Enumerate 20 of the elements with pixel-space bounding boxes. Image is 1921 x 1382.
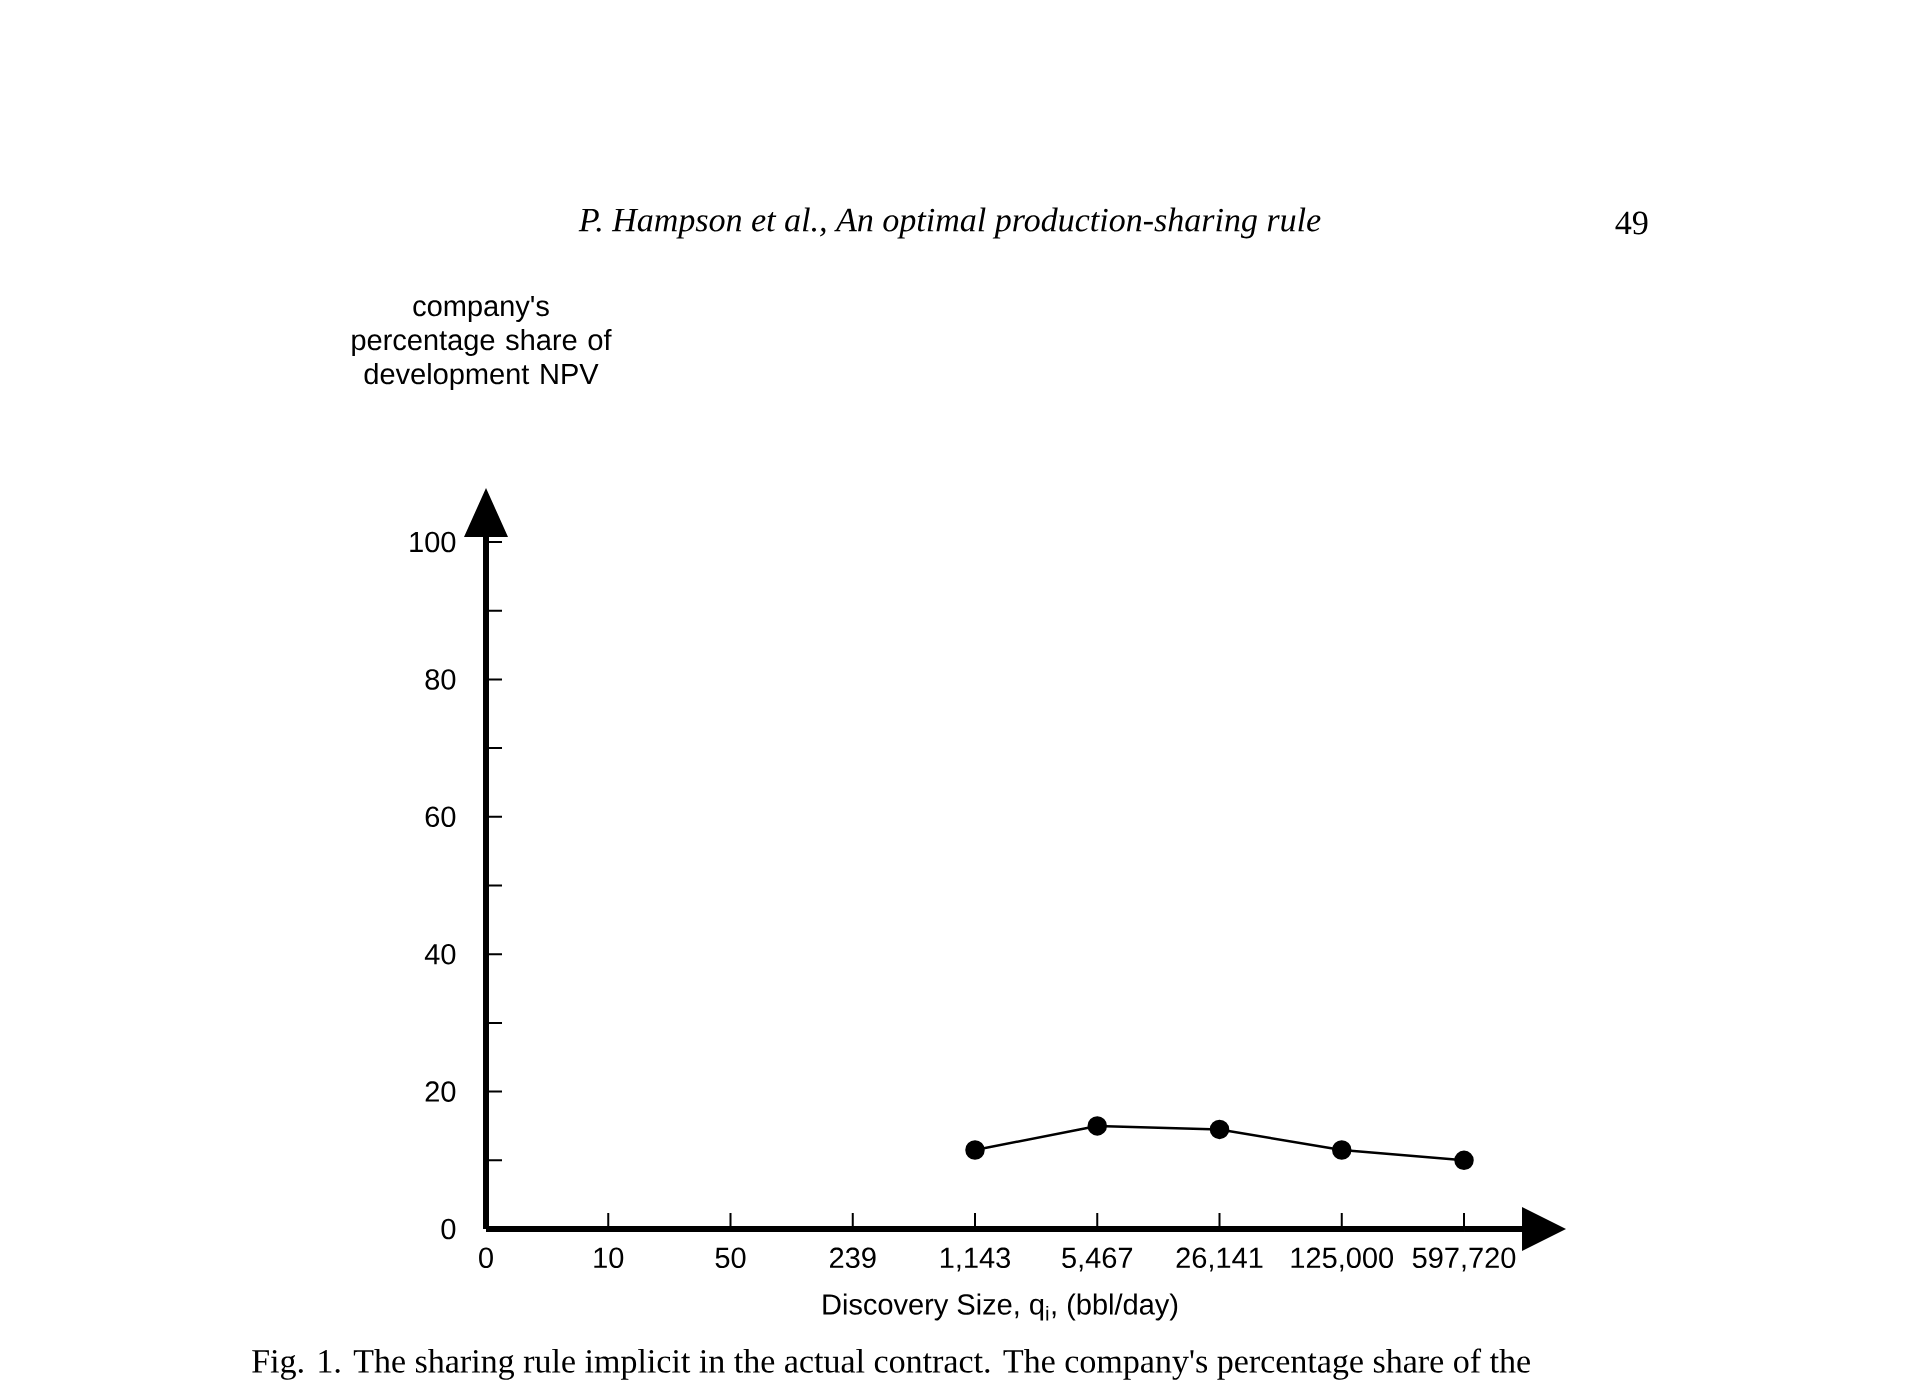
x-tick-label: 50 [715, 1247, 746, 1269]
x-tick-label: 1,143 [940, 1247, 1011, 1272]
y-tick-label: 20 [425, 1081, 456, 1102]
x-tick-label: 0 [479, 1247, 493, 1269]
x-tick-label: 10 [594, 1247, 624, 1269]
text: P. Hampson et al., An optimal production-sharing rule [578, 207, 1321, 239]
caption: Fig. 1. The sharing rule implicit in the actual contract. The company's percentage share of the [252, 1348, 1530, 1380]
y-axis-title: company's percentage share of development NPV [352, 296, 612, 390]
x-tick-label: 597,720 [1412, 1247, 1516, 1272]
x-tick-label: 125,000 [1291, 1247, 1394, 1272]
y-tick-label: 60 [425, 806, 456, 828]
x-tick-label: 5,467 [1062, 1247, 1133, 1272]
y-tick-label: 40 [424, 943, 456, 965]
text: 49 [1615, 211, 1648, 235]
x-tick-label: 26,141 [1176, 1247, 1263, 1272]
x-axis-title: Discovery Size, q$_{i}$, (bbl/day) [823, 1293, 1178, 1321]
x-tick-label: 239 [830, 1247, 876, 1269]
y-tick-label: 80 [425, 669, 456, 690]
y-tick-label: 0 [441, 1218, 456, 1240]
y-tick-label: 100 [410, 531, 456, 553]
